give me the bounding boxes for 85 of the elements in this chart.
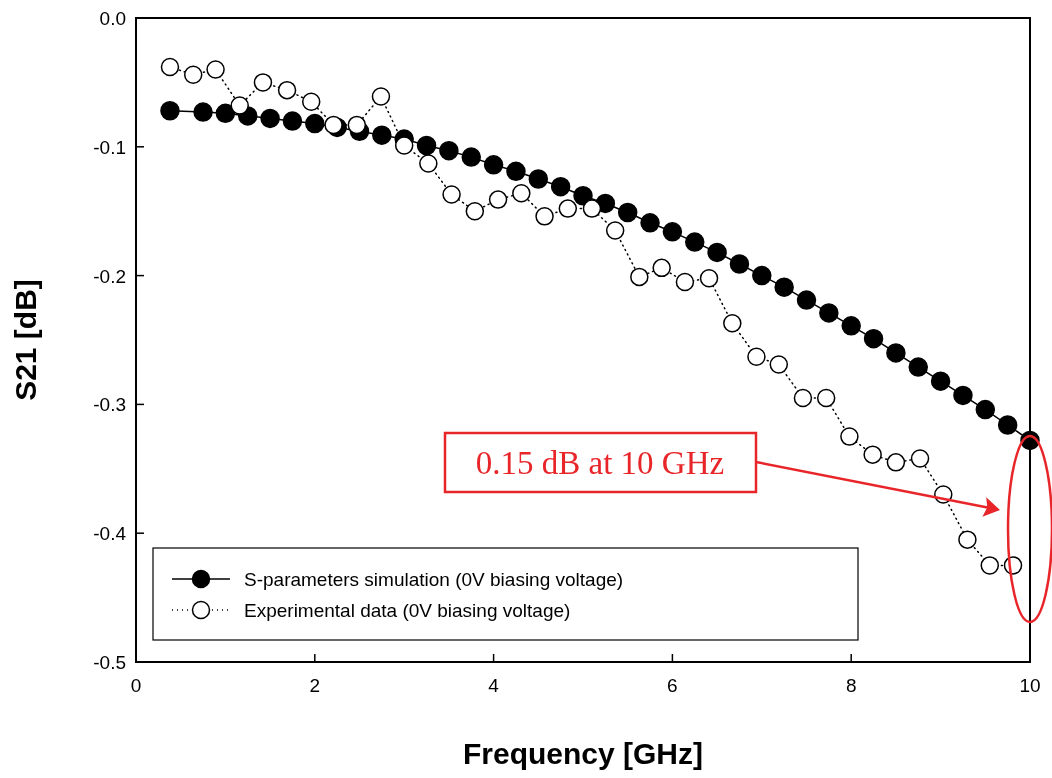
point — [997, 415, 1018, 435]
point — [793, 388, 813, 408]
point — [439, 140, 459, 161]
point — [573, 185, 593, 206]
point — [461, 147, 481, 167]
point — [630, 267, 649, 287]
y-axis-title: S21 [dB] — [9, 279, 42, 401]
point — [958, 530, 977, 549]
point — [752, 265, 772, 286]
point — [442, 185, 461, 204]
point — [558, 199, 578, 218]
point — [841, 316, 861, 336]
point — [206, 60, 225, 79]
x-tick-label: 10 — [1019, 675, 1041, 696]
point — [253, 73, 273, 92]
point — [183, 65, 203, 84]
point — [483, 155, 504, 175]
point — [975, 399, 996, 420]
y-tick-label: -0.5 — [93, 652, 126, 673]
x-tick-label: 8 — [845, 675, 857, 696]
point — [910, 449, 930, 468]
x-tick-label: 4 — [488, 675, 500, 696]
point — [277, 80, 297, 100]
point — [662, 222, 683, 242]
point — [416, 135, 437, 156]
point — [506, 161, 526, 182]
point — [550, 176, 571, 197]
point — [160, 100, 180, 121]
point — [512, 183, 531, 203]
point — [796, 290, 817, 310]
x-axis-title: Frequency [GHz] — [462, 737, 704, 770]
point — [863, 445, 882, 464]
legend-label: Experimental data (0V biasing voltage) — [244, 600, 571, 621]
point — [816, 388, 836, 408]
point — [282, 111, 303, 131]
point — [419, 154, 438, 173]
x-tick-label: 6 — [667, 675, 678, 696]
point — [260, 108, 280, 129]
point — [305, 113, 325, 134]
point — [301, 92, 321, 111]
x-tick-label: 0 — [130, 675, 142, 696]
point — [215, 103, 236, 124]
point — [640, 213, 660, 233]
point — [774, 277, 794, 297]
x-tick-label: 2 — [309, 675, 321, 696]
point — [394, 136, 414, 155]
point — [840, 427, 859, 446]
point — [675, 272, 695, 292]
point — [685, 232, 705, 252]
point — [953, 385, 973, 406]
point — [372, 125, 392, 145]
point — [488, 190, 508, 209]
point — [535, 207, 554, 226]
y-tick-label: -0.1 — [93, 136, 126, 158]
point — [747, 347, 766, 366]
point — [707, 242, 727, 263]
point — [230, 96, 249, 115]
point — [371, 87, 391, 106]
y-tick-label: -0.4 — [93, 523, 127, 545]
legend-label: S-parameters simulation (0V biasing voltage) — [244, 569, 624, 590]
point — [465, 201, 485, 221]
point — [528, 169, 549, 189]
point — [723, 314, 742, 333]
point — [617, 202, 638, 223]
point — [819, 303, 839, 323]
point — [930, 371, 951, 391]
point — [160, 57, 180, 77]
point — [729, 254, 750, 274]
point — [699, 268, 719, 288]
point — [652, 258, 671, 278]
y-tick-label: -0.2 — [93, 265, 126, 287]
y-tick-label: -0.3 — [93, 394, 126, 416]
point — [347, 115, 367, 135]
point — [886, 343, 906, 363]
y-tick-label: 0.0 — [99, 8, 126, 29]
point — [582, 199, 602, 218]
point — [324, 115, 343, 135]
point — [193, 102, 213, 122]
annotation: 0.15 dB at 10 GHz — [475, 445, 725, 481]
point — [863, 328, 884, 349]
point — [769, 355, 789, 374]
point — [605, 221, 625, 240]
point — [908, 357, 928, 377]
point — [980, 556, 1000, 575]
point — [886, 453, 906, 472]
